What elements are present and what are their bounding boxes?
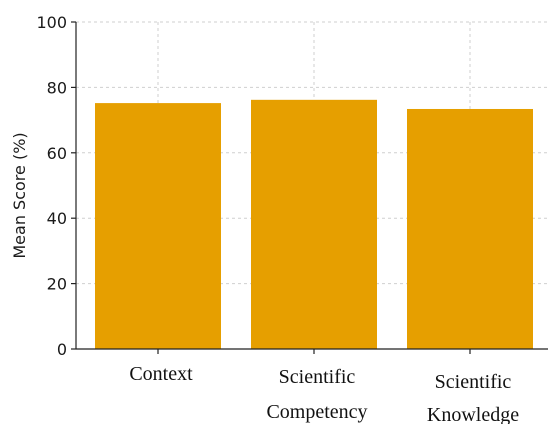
y-tick-label-20: 20 (47, 275, 67, 294)
bars (95, 99, 533, 350)
y-tick-label-60: 60 (47, 144, 67, 163)
y-axis-title: Mean Score (%) (10, 132, 29, 258)
x-category-label-0: Context (129, 363, 193, 385)
x-category-label-2: Scientific Knowledge (427, 371, 519, 424)
bar-2 (407, 108, 533, 350)
y-tick-label-100: 100 (36, 13, 67, 32)
y-tick-label-0: 0 (57, 340, 67, 359)
x-category-label-1: Scientific Competency (266, 366, 367, 423)
bar-1 (251, 99, 377, 350)
bar-0 (95, 103, 221, 349)
y-tick-labels: 0 20 40 60 80 100 (36, 13, 67, 359)
y-tick-label-40: 40 (47, 209, 67, 228)
axes (71, 21, 548, 354)
x-category-labels: Context Scientific Competency Scientific Kno… (129, 363, 519, 424)
y-tick-label-80: 80 (47, 78, 67, 97)
